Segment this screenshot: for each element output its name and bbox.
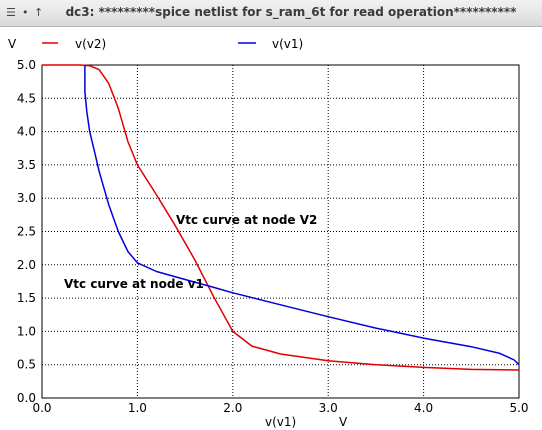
plot-frame [41, 64, 520, 399]
y-tick-label: 3.0 [17, 191, 36, 205]
series-line-vv2 [42, 64, 520, 371]
y-tick-label: 1.5 [17, 291, 36, 305]
series-layer [42, 64, 520, 371]
y-tick-label: 3.5 [17, 158, 36, 172]
y-tick-label: 0.0 [17, 391, 36, 405]
x-tick-label: 4.0 [414, 401, 433, 415]
y-tick-label: 1.0 [17, 324, 36, 338]
x-tick-label: 3.0 [319, 401, 338, 415]
y-tick-label: 4.0 [17, 125, 36, 139]
up-arrow-icon[interactable]: ↑ [34, 6, 44, 19]
legend-label-v2: v(v2) [75, 37, 106, 51]
hamburger-menu-icon[interactable]: ☰ [6, 6, 16, 19]
window-title: dc3: *********spice netlist for s_ram_6t… [65, 5, 517, 19]
x-tick-label: 5.0 [509, 401, 528, 415]
vtc-chart: 0.0 1.0 2.0 3.0 4.0 5.0 0.0 0.5 1.0 1.5 2.0 2.5 3.0 3… [8, 37, 529, 429]
pin-dot-icon[interactable]: • [22, 6, 29, 19]
y-tick-label: 0.5 [17, 358, 36, 372]
annotation-v2: Vtc curve at node V2 [176, 213, 317, 227]
window-titlebar: ☰ • ↑ dc3: *********spice netlist for s_… [0, 0, 542, 27]
legend-label-v1: v(v1) [272, 37, 303, 51]
tick-labels: 0.0 1.0 2.0 3.0 4.0 5.0 0.0 0.5 1.0 1.5 2.0 2.5 3.0 3… [17, 58, 529, 415]
x-axis-label: v(v1) [265, 415, 296, 429]
y-tick-label: 2.5 [17, 225, 36, 239]
x-tick-label: 0.0 [32, 401, 51, 415]
grid-lines [42, 65, 519, 398]
x-tick-label: 1.0 [128, 401, 147, 415]
y-tick-label: 4.5 [17, 91, 36, 105]
y-tick-label: 5.0 [17, 58, 36, 72]
y-tick-label: 2.0 [17, 258, 36, 272]
x-unit-label: V [339, 415, 348, 429]
x-tick-label: 2.0 [223, 401, 242, 415]
series-line-vv1 [84, 65, 520, 366]
y-unit-label: V [8, 37, 17, 51]
annotation-v1: Vtc curve at node v1 [64, 277, 204, 291]
